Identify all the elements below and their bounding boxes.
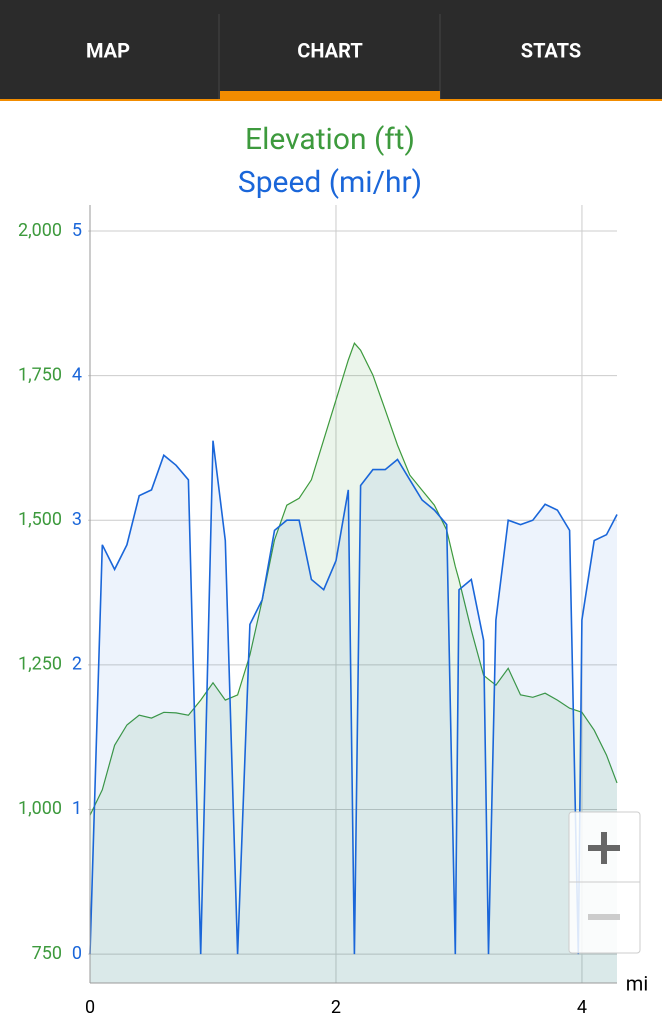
zoom-in[interactable] [588,832,620,864]
y-tick-label: 1,250 [18,654,62,675]
tab-indicator [220,91,440,101]
tab[interactable]: STATS [521,38,581,62]
area [90,343,617,983]
y2-tick-label: 4 [72,364,82,385]
x-axis-label: mi [626,971,648,995]
y2-tick-label: 2 [72,654,82,675]
x-tick-label: 2 [331,997,341,1018]
zoom-control [568,811,641,954]
y-tick-label: 2,000 [18,220,62,241]
zoom-out[interactable] [588,914,620,920]
y-tick-label: 1,500 [18,509,62,530]
y2-tick-label: 3 [72,509,82,530]
tab[interactable]: CHART [297,38,362,62]
chart-title: Elevation (ft) [245,122,415,157]
line [89,440,618,955]
y2-tick-label: 0 [72,943,82,964]
y-tick-label: 1,000 [18,798,62,819]
x-tick-label: 0 [85,997,95,1018]
y2-tick-label: 5 [72,220,82,241]
tab-bar [0,0,662,100]
chart-subtitle: Speed (mi/hr) [238,165,422,200]
area [90,440,617,983]
x-tick-label: 4 [577,997,587,1018]
y-tick-label: 1,750 [18,364,62,385]
y-tick-label: 750 [32,943,62,964]
y2-tick-label: 1 [72,798,82,819]
tab[interactable]: MAP [86,38,130,62]
line [89,342,618,816]
plot: 750 1,000 1,250 1,500 1,750 2,000 0 1 2 3 4 5 0 2 4 [18,205,618,1018]
